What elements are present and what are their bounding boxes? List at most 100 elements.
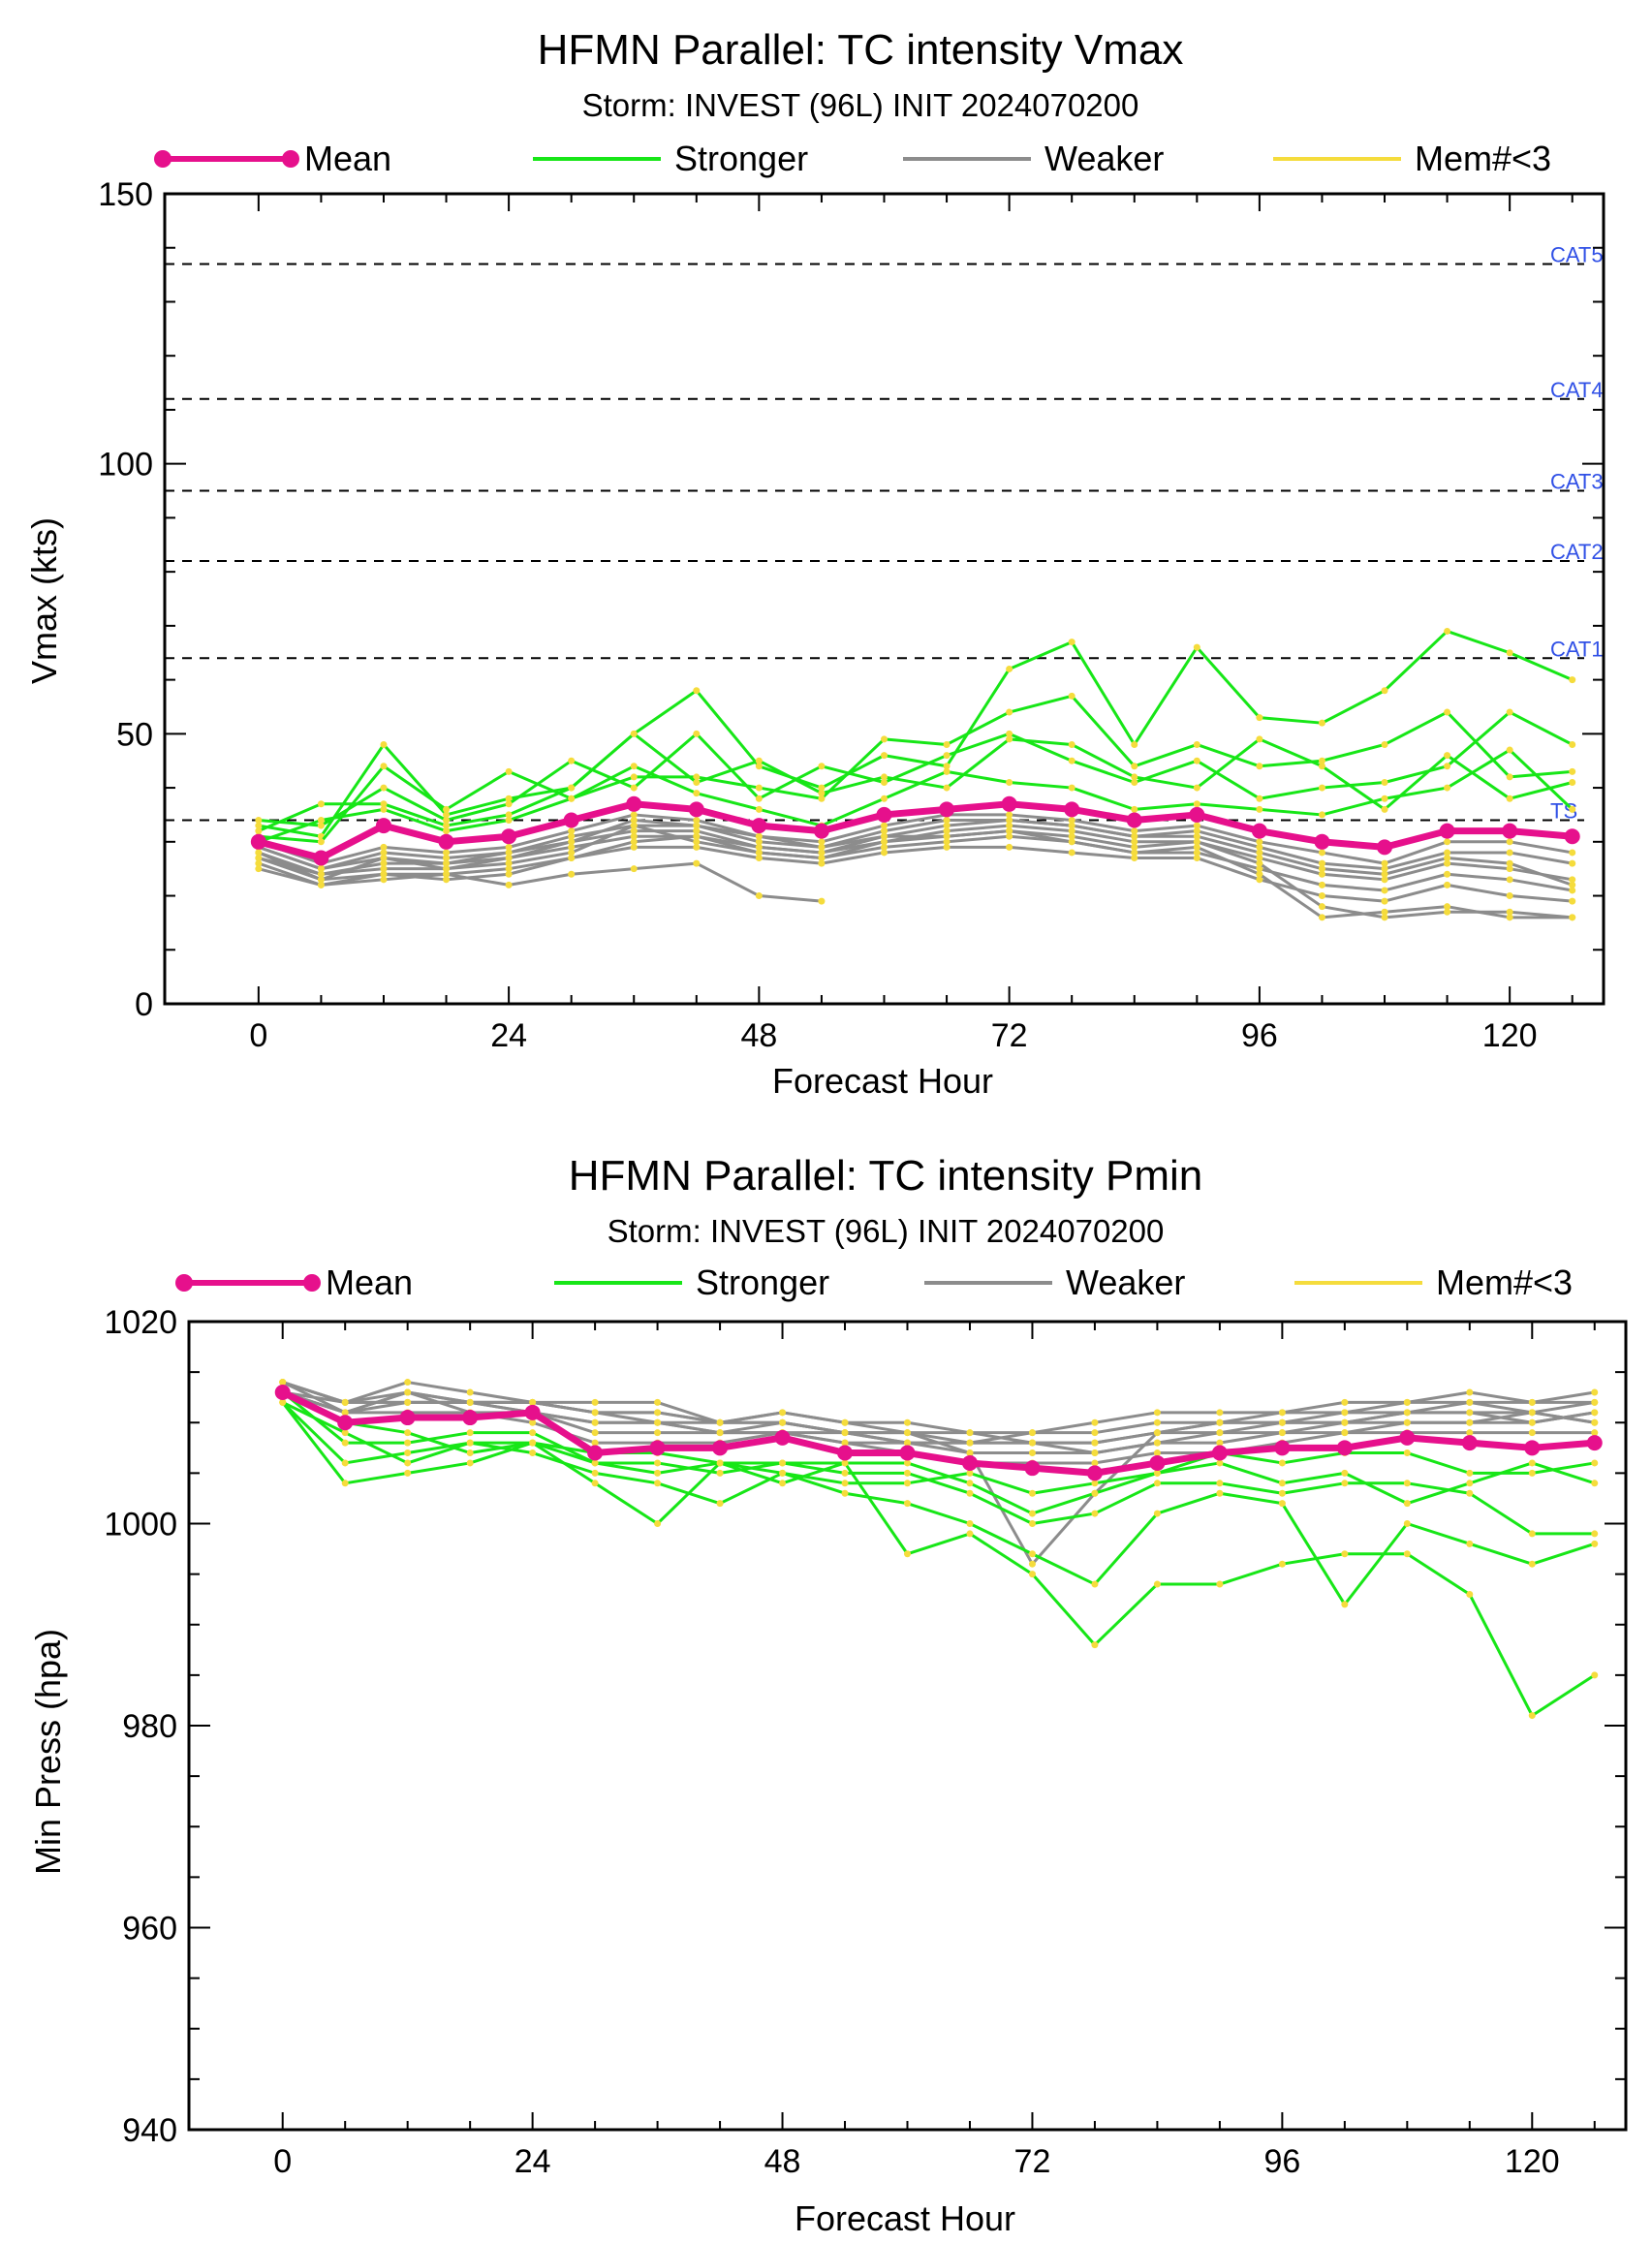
member-point bbox=[630, 763, 638, 770]
member-point bbox=[1256, 843, 1263, 851]
member-point bbox=[1153, 1480, 1161, 1487]
mean-point bbox=[1439, 823, 1455, 839]
member-point bbox=[693, 790, 701, 797]
member-point bbox=[818, 859, 826, 867]
x-tick-label: 0 bbox=[249, 1017, 267, 1054]
mean-point bbox=[1564, 828, 1580, 845]
member-point bbox=[1153, 1510, 1161, 1517]
member-point bbox=[1256, 855, 1263, 862]
member-point bbox=[1091, 1439, 1099, 1447]
stronger-member-line bbox=[282, 1390, 1596, 1495]
member-point bbox=[1091, 1449, 1099, 1457]
member-point bbox=[317, 865, 325, 873]
member-point bbox=[654, 1418, 662, 1426]
member-point bbox=[529, 1429, 537, 1437]
member-point bbox=[1569, 778, 1576, 786]
member-point bbox=[1028, 1510, 1036, 1517]
x-tick-label: 48 bbox=[740, 1017, 777, 1054]
member-point bbox=[1381, 908, 1388, 916]
member-point bbox=[1506, 649, 1513, 657]
member-point bbox=[904, 1480, 911, 1487]
member-point bbox=[881, 843, 888, 851]
member-point bbox=[1028, 1439, 1036, 1447]
member-point bbox=[1381, 870, 1388, 878]
pmin-y-axis-label: Min Press (hpa) bbox=[28, 1629, 68, 1875]
member-point bbox=[1569, 859, 1576, 867]
member-point bbox=[716, 1429, 724, 1437]
member-point bbox=[693, 859, 701, 867]
member-point bbox=[1381, 740, 1388, 748]
member-point bbox=[881, 849, 888, 857]
member-point bbox=[568, 832, 576, 840]
member-point bbox=[1028, 1429, 1036, 1437]
member-point bbox=[841, 1418, 849, 1426]
weaker-member-line bbox=[258, 813, 1573, 865]
member-point bbox=[1591, 1398, 1599, 1406]
member-point bbox=[904, 1550, 911, 1558]
member-point bbox=[404, 1398, 412, 1406]
member-point bbox=[1506, 908, 1513, 916]
member-point bbox=[1466, 1409, 1474, 1417]
legend-member-label: Mem#<3 bbox=[1436, 1262, 1573, 1302]
threshold-label: CAT3 bbox=[1550, 470, 1604, 494]
mean-point bbox=[563, 812, 579, 828]
member-point bbox=[341, 1409, 349, 1417]
member-point bbox=[505, 849, 513, 857]
member-point bbox=[1091, 1459, 1099, 1467]
threshold-label: CAT4 bbox=[1550, 378, 1604, 402]
member-point bbox=[380, 849, 388, 857]
member-point bbox=[380, 805, 388, 813]
legend-stronger-label: Stronger bbox=[696, 1262, 829, 1302]
member-point bbox=[818, 843, 826, 851]
member-point bbox=[1569, 849, 1576, 857]
member-point bbox=[1506, 859, 1513, 867]
member-point bbox=[1278, 1500, 1286, 1508]
member-point bbox=[1216, 1480, 1224, 1487]
member-point bbox=[1193, 740, 1200, 748]
mean-point bbox=[1314, 833, 1330, 850]
member-point bbox=[1256, 735, 1263, 743]
member-point bbox=[568, 827, 576, 835]
member-point bbox=[1506, 865, 1513, 873]
member-point bbox=[1091, 1510, 1099, 1517]
mean-point bbox=[939, 801, 955, 818]
member-point bbox=[1068, 817, 1075, 825]
member-point bbox=[443, 865, 451, 873]
member-point bbox=[630, 843, 638, 851]
member-point bbox=[1068, 784, 1075, 792]
member-point bbox=[1444, 859, 1451, 867]
member-point bbox=[1466, 1398, 1474, 1406]
member-point bbox=[279, 1398, 287, 1406]
member-point bbox=[1193, 832, 1200, 840]
mean-point bbox=[1251, 823, 1267, 839]
member-point bbox=[1506, 876, 1513, 884]
member-point bbox=[1403, 1550, 1411, 1558]
member-point bbox=[380, 800, 388, 808]
member-point bbox=[755, 849, 763, 857]
member-point bbox=[654, 1429, 662, 1437]
member-point bbox=[404, 1388, 412, 1396]
member-point bbox=[466, 1398, 474, 1406]
member-point bbox=[505, 817, 513, 825]
member-point bbox=[1381, 887, 1388, 894]
member-point bbox=[443, 870, 451, 878]
member-point bbox=[1068, 838, 1075, 846]
member-point bbox=[1091, 1489, 1099, 1497]
member-point bbox=[1068, 827, 1075, 835]
member-point bbox=[1466, 1489, 1474, 1497]
member-point bbox=[568, 855, 576, 862]
x-tick-label: 72 bbox=[991, 1017, 1028, 1054]
member-point bbox=[779, 1469, 787, 1477]
member-point bbox=[1006, 822, 1013, 829]
member-point bbox=[1193, 849, 1200, 857]
member-point bbox=[1591, 1388, 1599, 1396]
member-point bbox=[591, 1398, 599, 1406]
member-point bbox=[755, 892, 763, 900]
member-point bbox=[1153, 1469, 1161, 1477]
member-point bbox=[317, 817, 325, 825]
member-point bbox=[568, 849, 576, 857]
member-point bbox=[693, 773, 701, 781]
member-point bbox=[630, 730, 638, 737]
legend-member-label: Mem#<3 bbox=[1415, 139, 1551, 178]
